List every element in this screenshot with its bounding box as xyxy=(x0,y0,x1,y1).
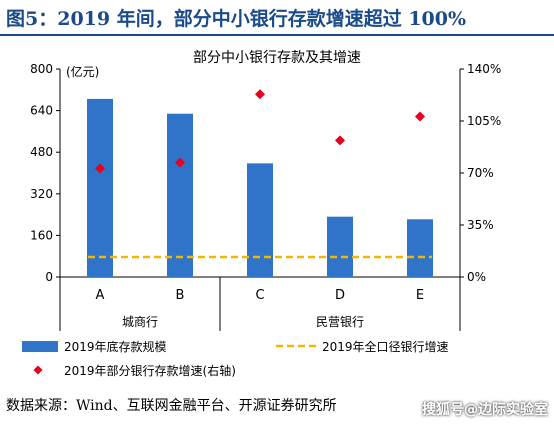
x-tick-label: B xyxy=(176,288,185,303)
y-left-tick-label: 640 xyxy=(30,104,53,118)
legend: 2019年底存款规模 2019年全口径银行增速 2019年部分银行存款增速(右轴) xyxy=(22,339,449,378)
group-label: 城商行 xyxy=(122,314,158,329)
scatter-point xyxy=(95,163,105,174)
bar xyxy=(167,113,193,277)
scatter-series xyxy=(95,89,425,174)
source-note: 数据来源：Wind、互联网金融平台、开源证券研究所 xyxy=(6,398,337,414)
y-right-tick-label: 105% xyxy=(467,114,501,128)
y-left-tick-label: 160 xyxy=(30,228,53,242)
scatter-point xyxy=(335,135,345,146)
bar-series xyxy=(87,98,433,278)
figure-title: 图5：2019 年间，部分中小银行存款增速超过 100% xyxy=(0,0,554,36)
legend-swatch-bar xyxy=(22,341,58,352)
bar xyxy=(407,219,433,277)
legend-swatch-scatter xyxy=(33,365,43,375)
y-left-tick-label: 800 xyxy=(30,62,53,76)
watermark: 搜狐号@边际实验室 xyxy=(422,402,548,418)
bar xyxy=(327,216,353,277)
bar xyxy=(87,98,113,278)
y-right-tick-label: 35% xyxy=(467,218,494,232)
scatter-point xyxy=(415,111,425,122)
chart-title: 部分中小银行存款及其增速 xyxy=(193,50,361,66)
y-left-tick-label: 320 xyxy=(30,187,53,201)
legend-label-line: 2019年全口径银行增速 xyxy=(322,339,449,354)
y-right-tick-label: 0% xyxy=(467,270,486,284)
x-tick-label: C xyxy=(255,288,264,303)
y-left-tick-label: 0 xyxy=(45,270,53,284)
y-right-tick-label: 140% xyxy=(467,62,501,76)
bar xyxy=(247,163,273,277)
y-left-unit: (亿元) xyxy=(66,64,99,79)
x-tick-label: A xyxy=(96,288,105,303)
scatter-point xyxy=(175,157,185,168)
scatter-point xyxy=(255,89,265,100)
chart: 部分中小银行存款及其增速 (亿元) 0 160 320 480 640 800 0% 35% 7… xyxy=(22,50,501,378)
x-tick-label: E xyxy=(416,288,424,303)
y-right-tick-label: 70% xyxy=(467,166,494,180)
legend-label-scatter: 2019年部分银行存款增速(右轴) xyxy=(64,363,236,378)
group-label: 民营银行 xyxy=(316,315,364,329)
x-tick-label: D xyxy=(335,288,345,303)
y-left-tick-label: 480 xyxy=(30,145,53,159)
legend-label-bar: 2019年底存款规模 xyxy=(64,339,167,354)
x-labels: A B C D E 城商行 民营银行 xyxy=(59,277,461,331)
